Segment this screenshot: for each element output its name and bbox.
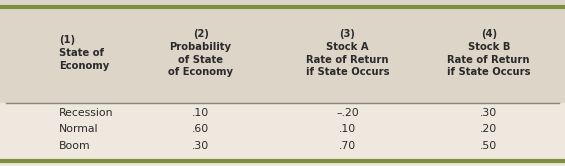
Bar — [0, 0, 565, 103]
Text: (4)
Stock B
Rate of Return
if State Occurs: (4) Stock B Rate of Return if State Occu… — [447, 29, 531, 77]
Text: .30: .30 — [192, 141, 209, 151]
Text: .10: .10 — [339, 124, 356, 134]
Text: .20: .20 — [480, 124, 497, 134]
Text: –.20: –.20 — [336, 108, 359, 118]
Text: Recession: Recession — [59, 108, 114, 118]
Text: .60: .60 — [192, 124, 209, 134]
Text: Boom: Boom — [59, 141, 91, 151]
Text: (2)
Probability
of State
of Economy: (2) Probability of State of Economy — [168, 29, 233, 77]
Text: .10: .10 — [192, 108, 209, 118]
Text: (1)
State of
Economy: (1) State of Economy — [59, 35, 110, 71]
Text: (3)
Stock A
Rate of Return
if State Occurs: (3) Stock A Rate of Return if State Occu… — [306, 29, 389, 77]
Text: .50: .50 — [480, 141, 497, 151]
Text: .30: .30 — [480, 108, 497, 118]
Text: .70: .70 — [339, 141, 356, 151]
Text: Normal: Normal — [59, 124, 99, 134]
